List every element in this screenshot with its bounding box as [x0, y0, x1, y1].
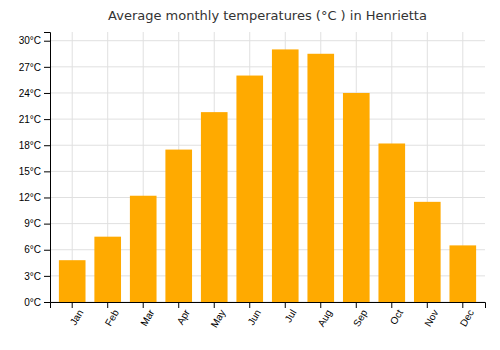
- bar: [272, 49, 299, 302]
- x-tick: Jul: [283, 302, 299, 324]
- x-tick: Feb: [103, 302, 121, 328]
- y-tick-label: 6°C: [24, 244, 41, 255]
- y-tick-mark: [44, 41, 50, 42]
- x-tick-label: Jun: [245, 308, 263, 327]
- y-tick: 3°C: [24, 271, 50, 282]
- y-tick-mark: [44, 250, 50, 251]
- bar: [378, 143, 405, 302]
- x-axis: Jan Feb Mar Apr May Jun Jul Aug Sep Oct Nov Dec: [51, 302, 486, 329]
- y-tick-mark: [44, 224, 50, 225]
- y-tick: 18°C: [19, 140, 50, 151]
- x-tick-mark: [391, 302, 392, 308]
- y-tick-label: 9°C: [24, 218, 41, 229]
- bar: [130, 196, 157, 302]
- y-grid-line: [50, 92, 485, 93]
- bar: [307, 54, 334, 302]
- x-tick: Aug: [316, 302, 334, 329]
- x-tick-mark: [72, 302, 73, 308]
- y-grid-line: [50, 145, 485, 146]
- y-tick-label: 18°C: [19, 140, 41, 151]
- x-tick-label: Apr: [175, 307, 193, 327]
- y-tick-mark: [44, 276, 50, 277]
- x-tick: Jan: [68, 302, 86, 327]
- bar: [236, 76, 263, 302]
- y-axis: 0°C 3°C 6°C 9°C 12°C 15°C 18°C 21°C 24°C 27°C 30°C: [19, 33, 51, 308]
- y-tick-mark: [44, 93, 50, 94]
- y-tick-label: 30°C: [19, 35, 41, 46]
- y-tick-label: 21°C: [19, 114, 41, 125]
- x-tick: Jun: [245, 302, 263, 327]
- y-tick: 12°C: [19, 192, 50, 203]
- y-tick: 30°C: [19, 35, 50, 46]
- y-tick-label: 27°C: [19, 62, 41, 73]
- bar: [449, 245, 476, 302]
- x-tick-mark: [214, 302, 215, 308]
- y-tick-label: 3°C: [24, 271, 41, 282]
- x-tick-mark: [427, 302, 428, 308]
- y-tick-mark: [44, 197, 50, 198]
- x-tick-label: Jan: [68, 308, 86, 327]
- x-tick: Mar: [138, 302, 156, 328]
- y-tick-mark: [44, 119, 50, 120]
- y-tick: 9°C: [24, 218, 50, 229]
- x-tick-label: May: [208, 308, 227, 330]
- x-tick-mark: [107, 302, 108, 308]
- bar: [343, 93, 370, 302]
- y-tick-mark: [44, 67, 50, 68]
- y-tick-label: 0°C: [24, 297, 41, 308]
- y-tick: 6°C: [24, 244, 50, 255]
- y-tick: 15°C: [19, 166, 50, 177]
- y-tick: 0°C: [24, 297, 50, 308]
- y-tick-mark: [44, 302, 50, 303]
- x-tick-mark: [178, 302, 179, 308]
- chart-svg: 0°C 3°C 6°C 9°C 12°C 15°C 18°C 21°C 24°C 27°C 30°C…: [0, 0, 500, 350]
- y-grid-line: [50, 40, 485, 41]
- y-tick-label: 24°C: [19, 88, 41, 99]
- y-grid-line: [50, 119, 485, 120]
- x-tick-mark: [285, 302, 286, 308]
- x-tick: Sep: [351, 302, 370, 329]
- bar: [414, 202, 441, 302]
- x-tick: Dec: [458, 302, 476, 329]
- chart-title: Average monthly temperatures (°C ) in He…: [108, 8, 427, 23]
- x-tick: May: [208, 302, 227, 329]
- x-tick-label: Sep: [351, 307, 370, 328]
- x-tick-mark: [356, 302, 357, 308]
- bar: [59, 260, 86, 302]
- y-tick-mark: [44, 171, 50, 172]
- y-grid-line: [50, 171, 485, 172]
- x-tick-mark: [462, 302, 463, 308]
- x-tick: Apr: [175, 302, 193, 327]
- x-tick-label: Nov: [422, 308, 440, 329]
- x-tick-label: Dec: [458, 308, 476, 329]
- x-tick-label: Aug: [316, 308, 334, 329]
- y-axis-line: [44, 33, 51, 303]
- y-grid-line: [50, 197, 485, 198]
- x-tick-mark: [249, 302, 250, 308]
- x-tick-mark: [143, 302, 144, 308]
- y-tick-mark: [44, 145, 50, 146]
- y-tick-label: 15°C: [19, 166, 41, 177]
- marks: [59, 49, 476, 302]
- y-grid-line: [50, 66, 485, 67]
- y-tick: 21°C: [19, 114, 50, 125]
- x-tick-label: Feb: [103, 307, 121, 328]
- x-tick-label: Jul: [283, 308, 299, 325]
- x-tick-label: Oct: [388, 307, 405, 326]
- x-tick-mark: [320, 302, 321, 308]
- grid: [50, 32, 485, 302]
- y-tick-label: 12°C: [19, 192, 41, 203]
- bar: [165, 150, 192, 302]
- y-tick: 24°C: [19, 88, 50, 99]
- x-tick: Nov: [422, 302, 440, 329]
- x-axis-line: [51, 303, 486, 309]
- plot-area: 0°C 3°C 6°C 9°C 12°C 15°C 18°C 21°C 24°C 27°C 30°C…: [19, 32, 486, 329]
- x-tick: Oct: [388, 302, 405, 327]
- y-tick: 27°C: [19, 62, 50, 73]
- bar: [201, 112, 228, 302]
- bar: [94, 237, 121, 302]
- x-tick-label: Mar: [138, 307, 156, 328]
